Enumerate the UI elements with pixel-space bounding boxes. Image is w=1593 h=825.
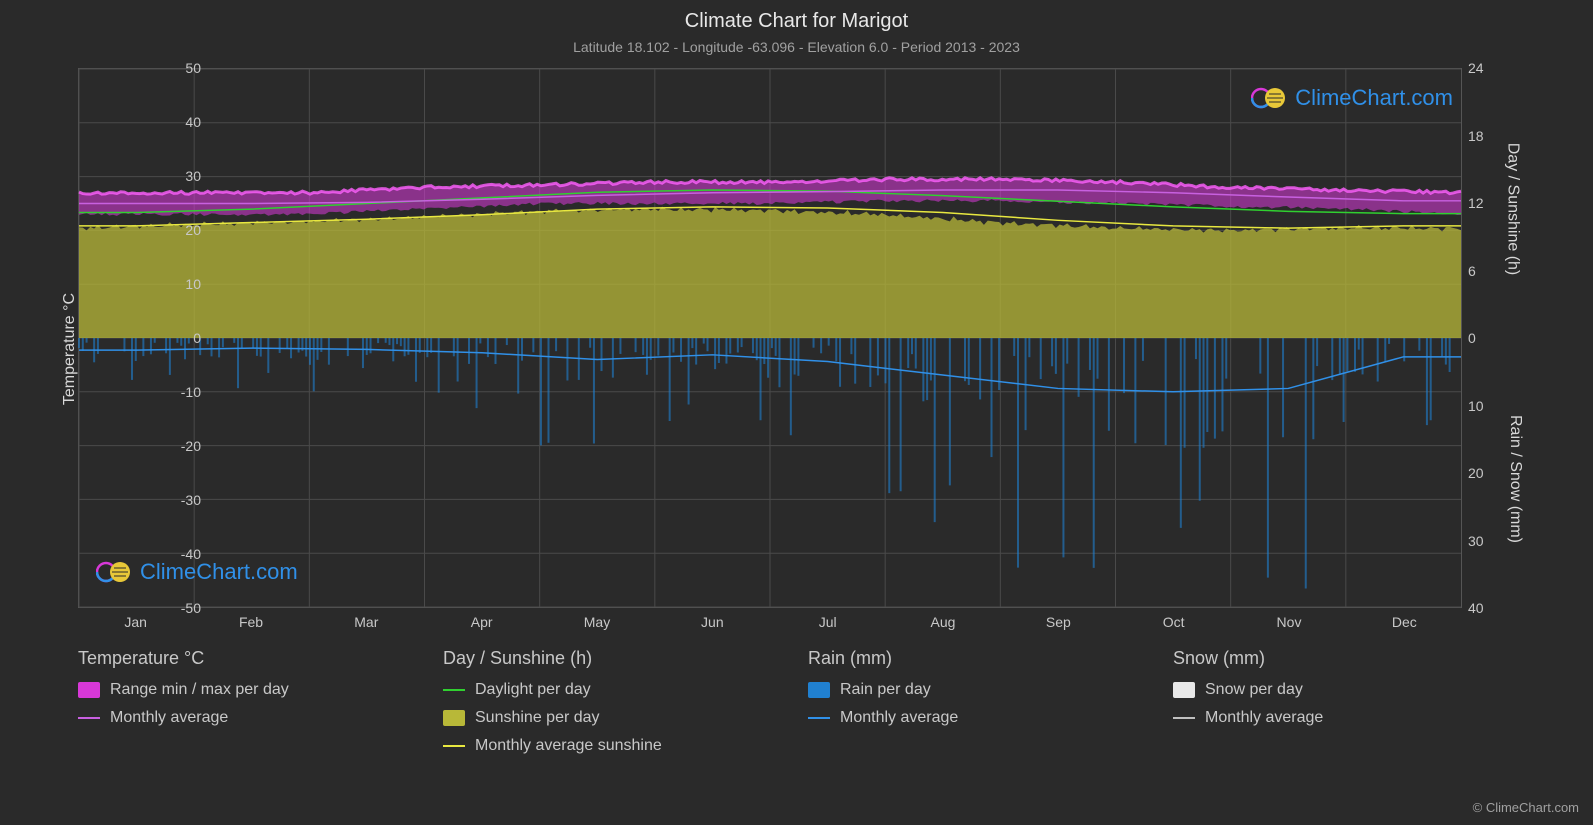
watermark-text: ClimeChart.com (140, 559, 298, 585)
legend-item: Monthly average sunshine (443, 737, 748, 755)
legend-column: Rain (mm) Rain per day Monthly average (808, 648, 1113, 765)
legend-swatch (1173, 682, 1195, 698)
x-month-label: Sep (1028, 614, 1088, 630)
legend-item: Snow per day (1173, 681, 1478, 699)
legend-label: Monthly average (1205, 709, 1323, 727)
legend-swatch (808, 682, 830, 698)
legend-swatch (443, 745, 465, 747)
y-right-bottom-tick-label: 40 (1468, 600, 1518, 616)
chart-title: Climate Chart for Marigot (0, 0, 1593, 33)
x-month-label: Jul (798, 614, 858, 630)
y-left-tick-label: -30 (81, 492, 201, 508)
y-left-tick-label: 0 (81, 330, 201, 346)
x-month-label: Apr (452, 614, 512, 630)
x-month-label: Jan (106, 614, 166, 630)
watermark-bottom-left: ClimeChart.com (96, 558, 298, 586)
legend-label: Rain per day (840, 681, 931, 699)
x-month-label: Aug (913, 614, 973, 630)
legend-label: Sunshine per day (475, 709, 600, 727)
legend-label: Monthly average sunshine (475, 737, 662, 755)
legend-item: Monthly average (78, 709, 383, 727)
y-left-tick-label: 40 (81, 114, 201, 130)
legend-item: Monthly average (1173, 709, 1478, 727)
legend-label: Daylight per day (475, 681, 591, 699)
copyright: © ClimeChart.com (1473, 800, 1579, 815)
legend-item: Range min / max per day (78, 681, 383, 699)
legend-item: Rain per day (808, 681, 1113, 699)
chart-plot-area (78, 68, 1462, 608)
legend-column: Temperature °C Range min / max per day Mon… (78, 648, 383, 765)
legend-swatch (78, 682, 100, 698)
x-month-label: Jun (682, 614, 742, 630)
legend: Temperature °C Range min / max per day Mon… (78, 648, 1478, 765)
legend-header: Temperature °C (78, 648, 383, 669)
y-right-top-tick-label: 24 (1468, 60, 1518, 76)
legend-label: Range min / max per day (110, 681, 289, 699)
x-month-label: Oct (1144, 614, 1204, 630)
y-left-tick-label: -10 (81, 384, 201, 400)
chart-svg (79, 69, 1461, 607)
chart-subtitle: Latitude 18.102 - Longitude -63.096 - El… (0, 33, 1593, 55)
legend-swatch (78, 717, 100, 719)
legend-swatch (443, 710, 465, 726)
legend-item: Sunshine per day (443, 709, 748, 727)
y-axis-left-title: Temperature °C (61, 293, 79, 405)
legend-column: Snow (mm) Snow per day Monthly average (1173, 648, 1478, 765)
legend-swatch (808, 717, 830, 719)
legend-header: Snow (mm) (1173, 648, 1478, 669)
watermark-top-right: ClimeChart.com (1251, 84, 1453, 112)
y-right-bottom-tick-label: 10 (1468, 398, 1518, 414)
legend-swatch (1173, 717, 1195, 719)
x-month-label: Nov (1259, 614, 1319, 630)
y-right-top-tick-label: 12 (1468, 195, 1518, 211)
legend-header: Day / Sunshine (h) (443, 648, 748, 669)
legend-label: Monthly average (840, 709, 958, 727)
y-right-top-tick-label: 18 (1468, 128, 1518, 144)
y-left-tick-label: 30 (81, 168, 201, 184)
legend-swatch (443, 689, 465, 691)
y-right-bottom-tick-label: 20 (1468, 465, 1518, 481)
watermark-text: ClimeChart.com (1295, 85, 1453, 111)
x-month-label: Mar (336, 614, 396, 630)
y-right-bottom-tick-label: 30 (1468, 533, 1518, 549)
legend-header: Rain (mm) (808, 648, 1113, 669)
y-left-tick-label: 10 (81, 276, 201, 292)
y-left-tick-label: -40 (81, 546, 201, 562)
legend-column: Day / Sunshine (h) Daylight per day Sunshi… (443, 648, 748, 765)
y-right-top-tick-label: 0 (1468, 330, 1518, 346)
y-left-tick-label: 50 (81, 60, 201, 76)
y-left-tick-label: -20 (81, 438, 201, 454)
legend-label: Monthly average (110, 709, 228, 727)
legend-item: Daylight per day (443, 681, 748, 699)
x-month-label: Dec (1374, 614, 1434, 630)
legend-item: Monthly average (808, 709, 1113, 727)
x-month-label: Feb (221, 614, 281, 630)
y-left-tick-label: 20 (81, 222, 201, 238)
y-right-top-tick-label: 6 (1468, 263, 1518, 279)
legend-label: Snow per day (1205, 681, 1303, 699)
x-month-label: May (567, 614, 627, 630)
